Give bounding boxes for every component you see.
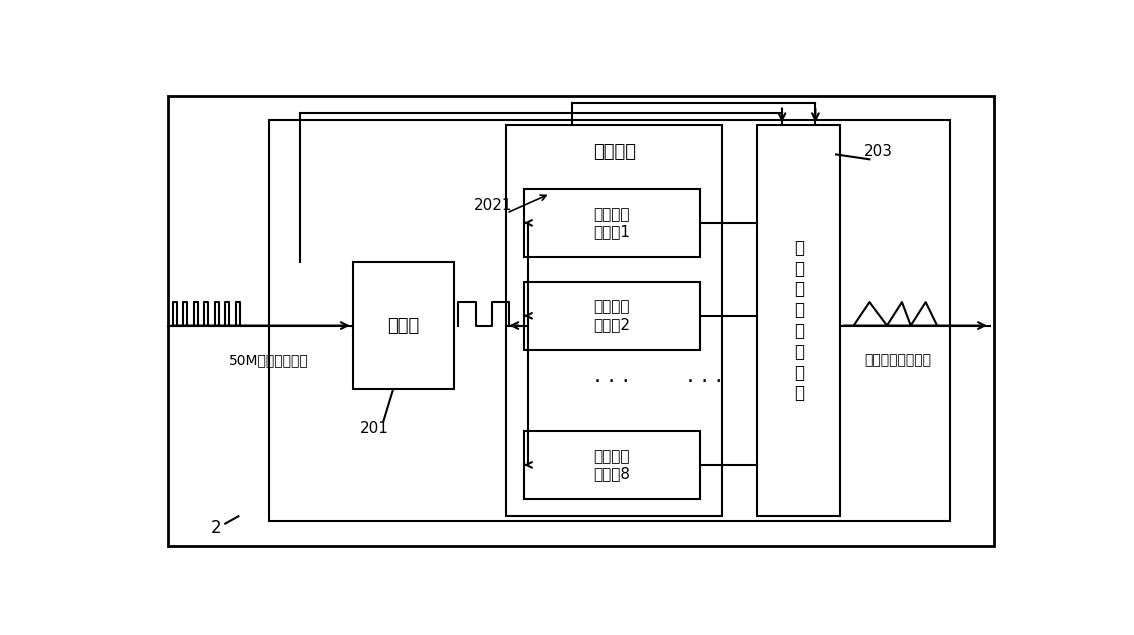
Bar xyxy=(524,431,700,499)
Text: 50M基准时钟信号: 50M基准时钟信号 xyxy=(229,353,310,367)
Text: 异或环形
振荡器8: 异或环形 振荡器8 xyxy=(593,449,631,481)
Text: · · ·: · · · xyxy=(686,372,722,392)
Text: · · ·: · · · xyxy=(594,372,629,392)
Text: 伯
务
利
提
取
状
态
机: 伯 务 利 提 取 状 态 机 xyxy=(794,239,804,403)
Text: 低速泊松脉冲信号: 低速泊松脉冲信号 xyxy=(864,353,931,367)
Bar xyxy=(756,125,840,516)
Text: 分频器: 分频器 xyxy=(387,317,420,335)
Text: 2021: 2021 xyxy=(474,198,513,213)
Bar xyxy=(269,120,950,521)
Text: 2: 2 xyxy=(211,519,222,537)
Text: 布尔网络: 布尔网络 xyxy=(593,143,636,161)
Bar xyxy=(524,281,700,350)
Bar xyxy=(524,189,700,257)
Text: 异或环形
振荡器1: 异或环形 振荡器1 xyxy=(593,206,631,239)
Bar xyxy=(507,125,721,516)
Bar xyxy=(353,262,454,389)
Text: 异或环形
振荡器2: 异或环形 振荡器2 xyxy=(593,300,631,332)
Text: 203: 203 xyxy=(864,145,892,159)
Text: 201: 201 xyxy=(361,421,389,436)
